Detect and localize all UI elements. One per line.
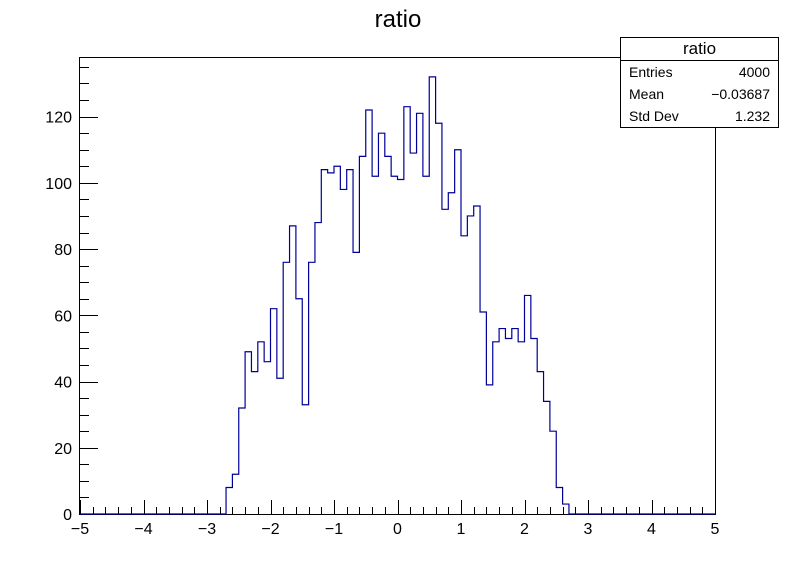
x-tick-label: −2 (261, 521, 279, 538)
y-tick-label: 100 (45, 176, 72, 193)
x-tick-label: 4 (647, 521, 656, 538)
plot-frame (79, 57, 716, 515)
histogram-outline (80, 76, 715, 515)
stats-label: Std Dev (629, 108, 679, 124)
y-tick-label: 0 (63, 507, 72, 524)
stats-box: ratio Entries 4000 Mean −0.03687 Std Dev… (620, 37, 779, 128)
stats-value: −0.03687 (711, 86, 770, 102)
chart-title: ratio (374, 6, 422, 33)
x-tick-label: 5 (711, 521, 720, 538)
y-tick-label: 80 (54, 242, 72, 259)
y-tick-label: 120 (45, 110, 72, 127)
stats-value: 4000 (738, 64, 770, 80)
x-tick-label: 0 (393, 521, 402, 538)
x-tick-label: −1 (325, 521, 343, 538)
x-tick-label: −3 (198, 521, 216, 538)
y-tick-label: 40 (54, 375, 72, 392)
axis-tick-labels: −5 −4 −3 −2 −1 0 1 2 3 4 5 0 20 40 60 80 100 120 (45, 110, 719, 538)
x-tick-label: −4 (134, 521, 152, 538)
stats-label: Entries (629, 64, 673, 80)
stats-row-mean: Mean −0.03687 (621, 83, 778, 105)
stats-label: Mean (629, 86, 665, 102)
stats-value: 1.232 (734, 108, 770, 124)
axis-ticks (80, 67, 716, 515)
stats-row-stddev: Std Dev 1.232 (621, 105, 778, 127)
y-tick-label: 60 (54, 308, 72, 325)
stats-title: ratio (621, 38, 778, 61)
stats-row-entries: Entries 4000 (621, 61, 778, 83)
x-tick-label: 3 (584, 521, 593, 538)
y-tick-label: 20 (54, 441, 72, 458)
x-tick-label: 1 (457, 521, 466, 538)
x-tick-label: −5 (71, 521, 89, 538)
x-tick-label: 2 (520, 521, 529, 538)
